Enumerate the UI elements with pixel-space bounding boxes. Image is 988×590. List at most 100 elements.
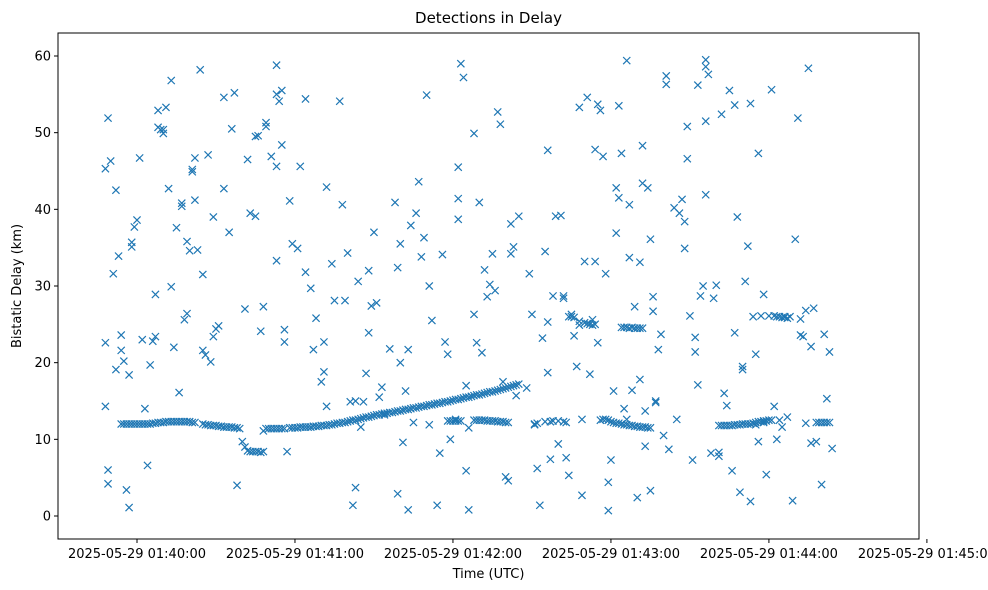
data-point xyxy=(459,73,468,82)
data-point xyxy=(501,383,510,392)
data-point xyxy=(546,455,555,464)
data-point xyxy=(498,384,508,393)
marker-layer xyxy=(101,55,837,515)
data-point xyxy=(159,129,168,138)
data-point xyxy=(620,404,629,413)
data-point xyxy=(467,392,476,401)
data-point xyxy=(630,302,639,311)
y-tick-label: 50 xyxy=(34,126,51,141)
data-point xyxy=(477,348,486,357)
data-point xyxy=(351,416,360,425)
data-point xyxy=(188,165,197,174)
data-point xyxy=(583,93,592,102)
data-point xyxy=(548,291,558,300)
data-point xyxy=(377,383,386,392)
data-point xyxy=(351,396,360,406)
data-point xyxy=(664,445,673,454)
x-tick-label: 2025-05-29 01:42:00 xyxy=(384,547,522,562)
data-point xyxy=(251,132,260,141)
data-point xyxy=(475,390,484,399)
data-point xyxy=(554,439,563,448)
data-point xyxy=(443,397,452,406)
data-point xyxy=(169,343,178,352)
data-point xyxy=(654,345,663,354)
data-point xyxy=(701,62,710,71)
data-point xyxy=(327,420,336,429)
data-point xyxy=(635,375,644,384)
data-point xyxy=(401,387,410,396)
y-tick-label: 60 xyxy=(34,50,51,65)
data-point xyxy=(385,344,394,353)
data-point xyxy=(267,152,276,161)
data-point xyxy=(506,219,515,228)
data-point xyxy=(804,64,813,73)
data-point xyxy=(596,106,605,115)
data-point xyxy=(501,418,510,427)
data-point xyxy=(580,318,589,327)
data-point xyxy=(662,71,671,80)
data-point xyxy=(809,304,818,313)
data-point xyxy=(627,386,637,395)
data-point xyxy=(441,337,450,346)
data-point xyxy=(788,496,797,505)
data-point xyxy=(746,497,755,506)
x-tick-label: 2025-05-29 01:45:00 xyxy=(858,547,988,562)
data-point xyxy=(504,418,513,427)
data-point xyxy=(717,110,726,119)
data-point xyxy=(496,120,505,129)
data-point xyxy=(111,365,120,374)
data-point xyxy=(743,242,752,251)
data-point xyxy=(651,398,660,407)
data-point xyxy=(559,417,568,426)
data-point xyxy=(591,320,600,329)
data-point xyxy=(359,397,368,406)
data-point xyxy=(151,332,160,341)
data-point xyxy=(585,370,594,379)
data-point xyxy=(104,114,113,123)
data-point xyxy=(375,393,384,402)
data-point xyxy=(699,281,708,291)
data-point xyxy=(167,282,176,291)
data-point xyxy=(233,481,242,490)
data-point xyxy=(643,183,652,192)
data-point xyxy=(427,400,436,409)
data-point xyxy=(317,377,326,386)
data-point xyxy=(733,212,742,222)
data-point xyxy=(680,244,689,253)
data-point xyxy=(462,381,471,390)
data-point xyxy=(272,162,281,171)
data-point xyxy=(425,281,434,291)
data-point xyxy=(167,76,176,85)
data-point xyxy=(117,346,126,355)
data-point xyxy=(483,292,492,301)
data-point xyxy=(280,337,289,346)
data-point xyxy=(701,55,710,64)
data-point xyxy=(527,310,536,319)
y-axis: 0 10 20 30 40 50 60 xyxy=(34,50,58,525)
data-point xyxy=(340,296,350,305)
data-point xyxy=(799,332,808,341)
data-point xyxy=(678,195,687,204)
data-point xyxy=(701,117,710,126)
data-point xyxy=(562,418,571,427)
data-point xyxy=(638,324,647,333)
y-tick-label: 20 xyxy=(34,356,51,371)
data-point xyxy=(104,479,113,488)
data-point xyxy=(659,431,668,440)
data-point xyxy=(649,292,658,301)
data-point xyxy=(190,153,199,162)
data-point xyxy=(680,217,689,226)
data-point xyxy=(462,466,471,475)
data-point xyxy=(209,212,218,222)
data-point xyxy=(406,221,415,230)
data-point xyxy=(343,249,352,258)
data-point xyxy=(751,350,760,359)
data-point xyxy=(283,447,292,456)
data-point xyxy=(706,449,716,458)
data-point xyxy=(180,315,189,324)
data-point xyxy=(609,387,618,396)
data-point xyxy=(456,416,465,425)
data-point xyxy=(417,252,426,261)
data-point xyxy=(330,296,339,305)
data-point xyxy=(206,357,215,366)
